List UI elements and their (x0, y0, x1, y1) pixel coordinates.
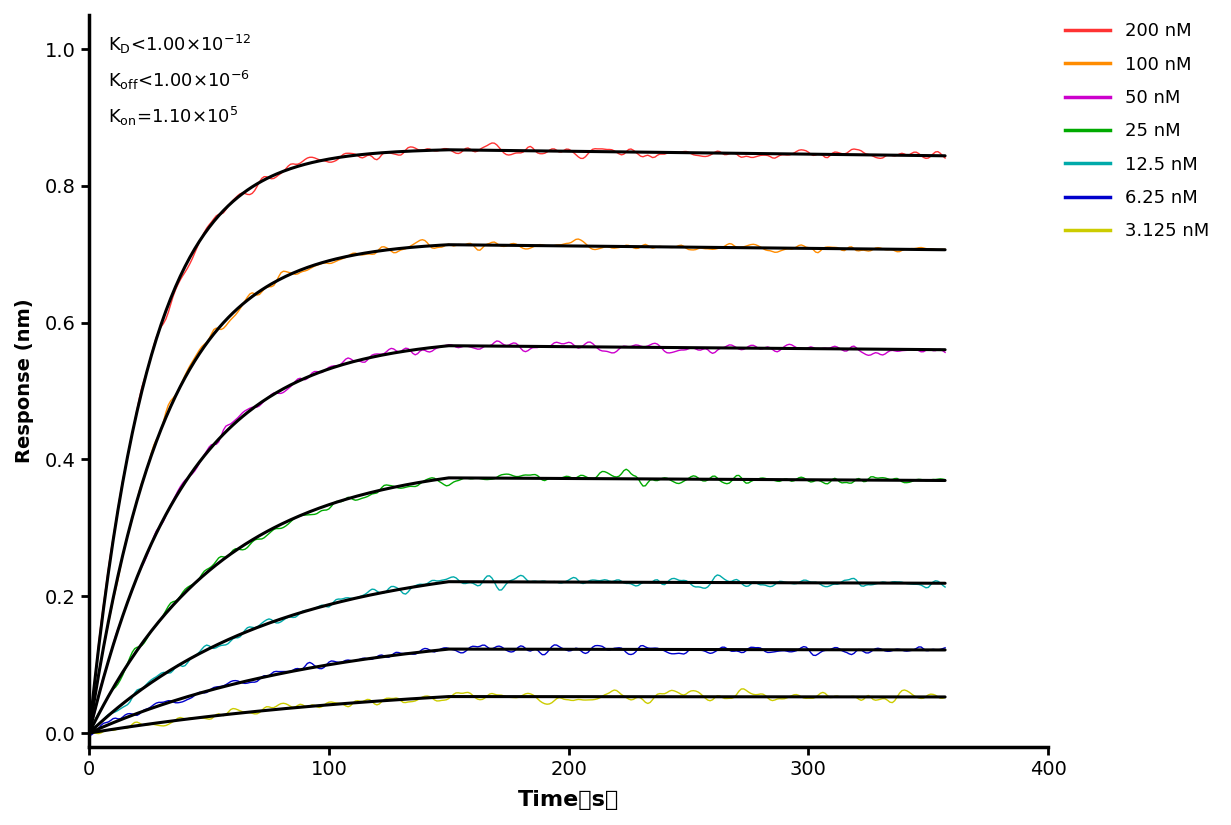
Y-axis label: Response (nm): Response (nm) (15, 299, 34, 463)
200 nM (314, 155, 329, 165)
3.125 nM (314, 702, 329, 712)
Line: 100 nM: 100 nM (89, 239, 945, 732)
12.5 nM (314, 601, 329, 610)
50 nM (490, 336, 505, 346)
12.5 nM (103, 709, 118, 719)
Text: K$_\mathregular{D}$<1.00×10$^{-12}$
K$_\mathregular{off}$<1.00×10$^{-6}$
K$_\mat: K$_\mathregular{D}$<1.00×10$^{-12}$ K$_\… (108, 33, 251, 128)
12.5 nM (710, 570, 725, 580)
100 nM (377, 242, 391, 252)
100 nM (314, 258, 329, 268)
50 nM (377, 349, 391, 359)
6.25 nM (465, 641, 480, 651)
3.125 nM (377, 695, 391, 705)
Legend: 200 nM, 100 nM, 50 nM, 25 nM, 12.5 nM, 6.25 nM, 3.125 nM: 200 nM, 100 nM, 50 nM, 25 nM, 12.5 nM, 6… (1057, 15, 1216, 247)
25 nM (103, 686, 118, 696)
50 nM (938, 347, 953, 357)
25 nM (377, 480, 391, 490)
100 nM (938, 244, 953, 254)
100 nM (571, 234, 586, 244)
50 nM (314, 367, 329, 377)
50 nM (465, 342, 480, 352)
25 nM (81, 726, 96, 736)
6.25 nM (339, 655, 353, 665)
12.5 nM (938, 582, 953, 592)
3.125 nM (81, 729, 96, 739)
200 nM (465, 146, 480, 156)
25 nM (314, 506, 329, 516)
3.125 nM (938, 692, 953, 702)
Line: 3.125 nM: 3.125 nM (89, 689, 945, 734)
100 nM (465, 240, 480, 250)
3.125 nM (564, 695, 579, 705)
12.5 nM (564, 573, 579, 583)
25 nM (465, 474, 480, 483)
100 nM (564, 238, 579, 248)
6.25 nM (314, 664, 329, 674)
6.25 nM (547, 640, 561, 650)
200 nM (377, 148, 391, 158)
200 nM (938, 153, 953, 163)
50 nM (339, 354, 353, 364)
200 nM (339, 148, 353, 158)
50 nM (81, 728, 96, 738)
12.5 nM (81, 725, 96, 735)
25 nM (339, 494, 353, 504)
Line: 12.5 nM: 12.5 nM (89, 575, 945, 730)
100 nM (81, 727, 96, 737)
3.125 nM (736, 684, 751, 694)
100 nM (103, 607, 118, 617)
25 nM (938, 474, 953, 484)
Line: 50 nM: 50 nM (89, 341, 945, 733)
200 nM (103, 548, 118, 558)
Line: 200 nM: 200 nM (89, 143, 945, 733)
12.5 nM (339, 593, 353, 603)
200 nM (566, 148, 581, 158)
Line: 6.25 nM: 6.25 nM (89, 645, 945, 736)
12.5 nM (377, 588, 391, 598)
12.5 nM (465, 578, 480, 588)
50 nM (566, 340, 581, 350)
6.25 nM (103, 715, 118, 725)
25 nM (564, 473, 579, 483)
6.25 nM (377, 651, 391, 661)
200 nM (485, 138, 500, 148)
6.25 nM (81, 731, 96, 741)
6.25 nM (938, 643, 953, 653)
3.125 nM (465, 691, 480, 700)
50 nM (103, 648, 118, 658)
200 nM (81, 728, 96, 738)
3.125 nM (103, 725, 118, 735)
Line: 25 nM: 25 nM (89, 469, 945, 731)
100 nM (339, 252, 353, 262)
3.125 nM (339, 701, 353, 711)
X-axis label: Time（s）: Time（s） (518, 790, 619, 810)
25 nM (619, 464, 634, 474)
6.25 nM (566, 644, 581, 654)
